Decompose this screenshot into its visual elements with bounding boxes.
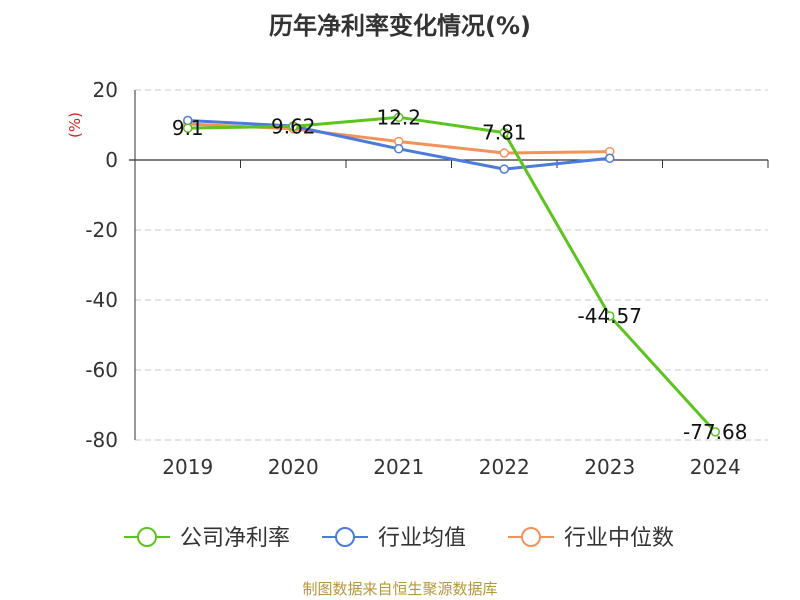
data-point [183, 123, 193, 133]
y-tick-label: -60 [85, 358, 118, 382]
legend: 公司净利率 行业均值 行业中位数 [124, 526, 674, 551]
x-tick-label: 2022 [479, 455, 530, 479]
data-label: -77.68 [683, 420, 747, 444]
data-labels: 9.1 9.62 12.2 7.81 -44.57 -77.68 [172, 105, 748, 444]
axes: 20 0 -20 -40 -60 -80 2019 2020 2021 2022 2023 2024 (… [66, 78, 769, 479]
legend-label: 公司净利率 [180, 526, 290, 551]
series-lines [183, 112, 720, 437]
legend-label: 行业中位数 [564, 526, 674, 551]
y-tick-label: 20 [93, 78, 118, 102]
x-tick-label: 2020 [268, 455, 319, 479]
y-tick-label: -80 [85, 428, 118, 452]
chart-title: 历年净利率变化情况(%) [269, 12, 531, 40]
y-tick-label: 0 [105, 148, 118, 172]
y-tick-label: -20 [85, 218, 118, 242]
source-note: 制图数据来自恒生聚源数据库 [302, 580, 498, 598]
legend-marker [137, 527, 157, 547]
x-tick-label: 2021 [373, 455, 424, 479]
data-point [394, 144, 404, 154]
legend-marker [335, 527, 355, 547]
data-point [605, 153, 615, 163]
y-axis-label: (%) [66, 112, 84, 138]
data-point [605, 311, 615, 321]
data-point [499, 127, 509, 138]
y-tick-label: -40 [85, 288, 118, 312]
data-label: 9.1 [172, 116, 204, 140]
data-point [394, 112, 404, 123]
data-label: 12.2 [376, 105, 421, 129]
data-point [499, 164, 509, 174]
legend-marker [521, 527, 541, 547]
data-label: 7.81 [482, 121, 527, 145]
data-point [710, 427, 720, 437]
data-point [499, 148, 509, 158]
x-tick-label: 2023 [584, 455, 635, 479]
data-label: -44.57 [578, 304, 642, 328]
data-point [288, 121, 298, 132]
series-line [187, 115, 717, 433]
x-tick-label: 2024 [690, 455, 741, 479]
gridlines [135, 89, 768, 441]
x-tick-label: 2019 [162, 455, 213, 479]
legend-label: 行业均值 [378, 526, 466, 551]
data-label: 9.62 [271, 114, 316, 138]
